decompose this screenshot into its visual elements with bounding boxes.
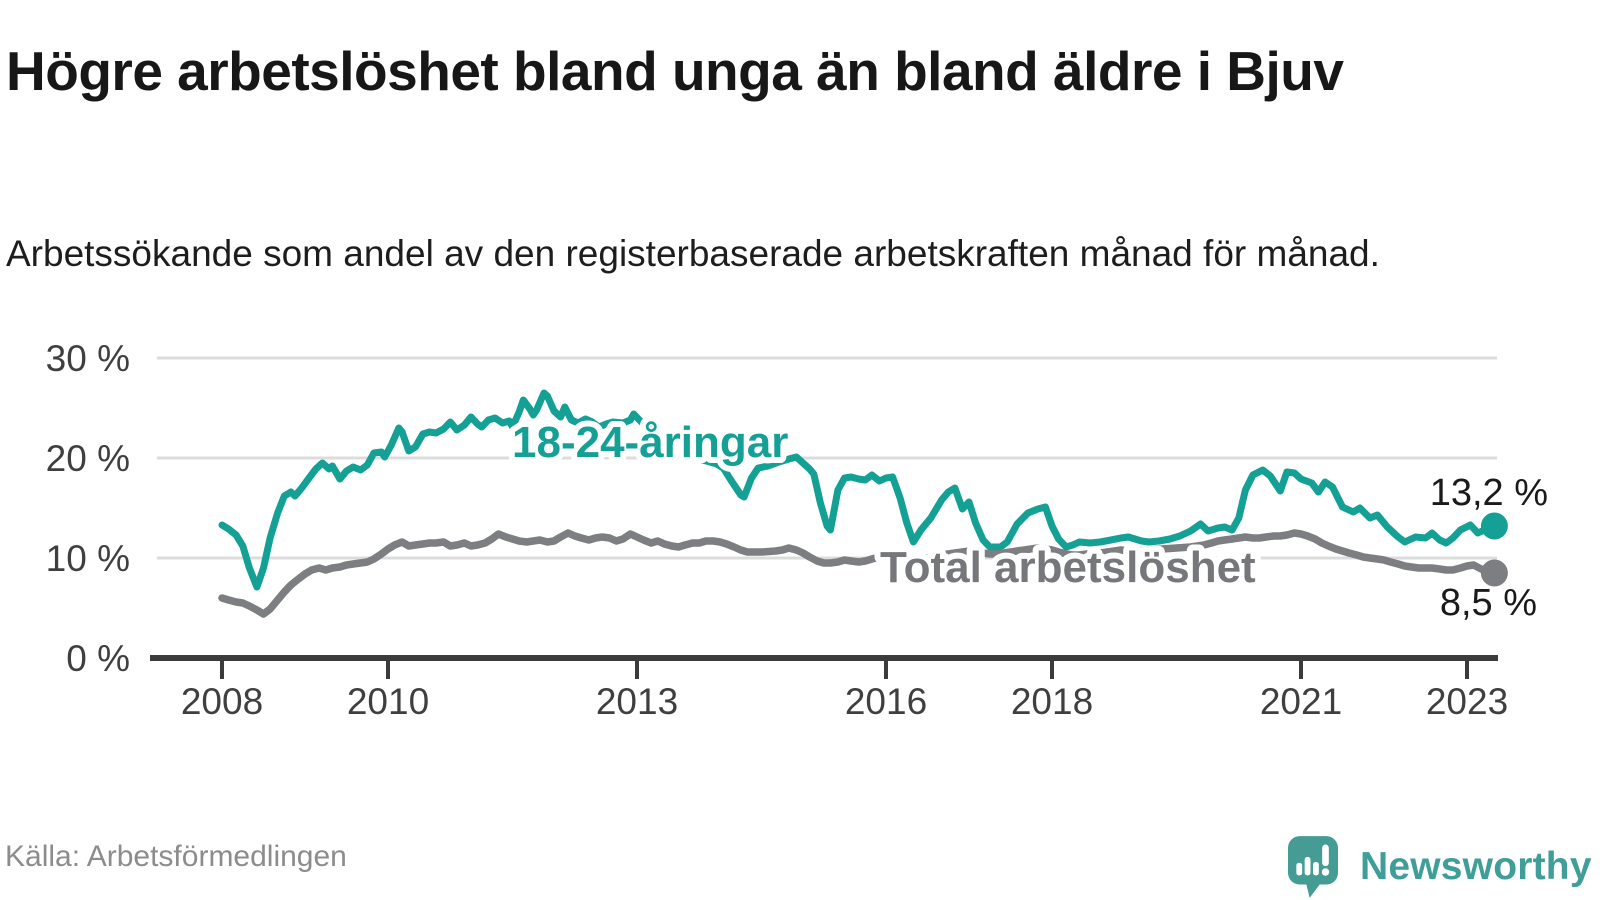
x-tick-label: 2013 bbox=[596, 681, 678, 722]
series-end-dot-total bbox=[1480, 559, 1508, 587]
x-tick-label: 2008 bbox=[181, 681, 263, 722]
newsworthy-brand: Newsworthy bbox=[1288, 836, 1592, 898]
series-line-total bbox=[218, 529, 1499, 618]
series-label-youth: 18-24-åringar bbox=[512, 418, 788, 467]
x-tick-label: 2023 bbox=[1426, 681, 1508, 722]
x-tick-label: 2018 bbox=[1011, 681, 1093, 722]
source-note: Källa: Arbetsförmedlingen bbox=[5, 840, 347, 873]
brand-name: Newsworthy bbox=[1360, 845, 1592, 888]
y-tick-label: 0 % bbox=[66, 638, 130, 679]
series-line-youth bbox=[218, 389, 1498, 591]
chart-title: Högre arbetslöshet bland unga än bland ä… bbox=[6, 39, 1344, 102]
x-tick-label: 2010 bbox=[347, 681, 429, 722]
end-value-label-total: 8,5 % bbox=[1440, 582, 1537, 624]
y-tick-label: 20 % bbox=[46, 438, 130, 479]
series-label-total: Total arbetslöshet bbox=[880, 543, 1256, 592]
x-tick-label: 2021 bbox=[1260, 681, 1342, 722]
y-tick-label: 10 % bbox=[46, 538, 130, 579]
newsworthy-logo-icon bbox=[1288, 836, 1338, 898]
x-tick-label: 2016 bbox=[845, 681, 927, 722]
chart-subtitle: Arbetssökande som andel av den registerb… bbox=[6, 233, 1380, 274]
series-end-dot-youth bbox=[1480, 512, 1508, 540]
y-tick-label: 30 % bbox=[46, 338, 130, 379]
end-value-label-youth: 13,2 % bbox=[1430, 472, 1548, 514]
